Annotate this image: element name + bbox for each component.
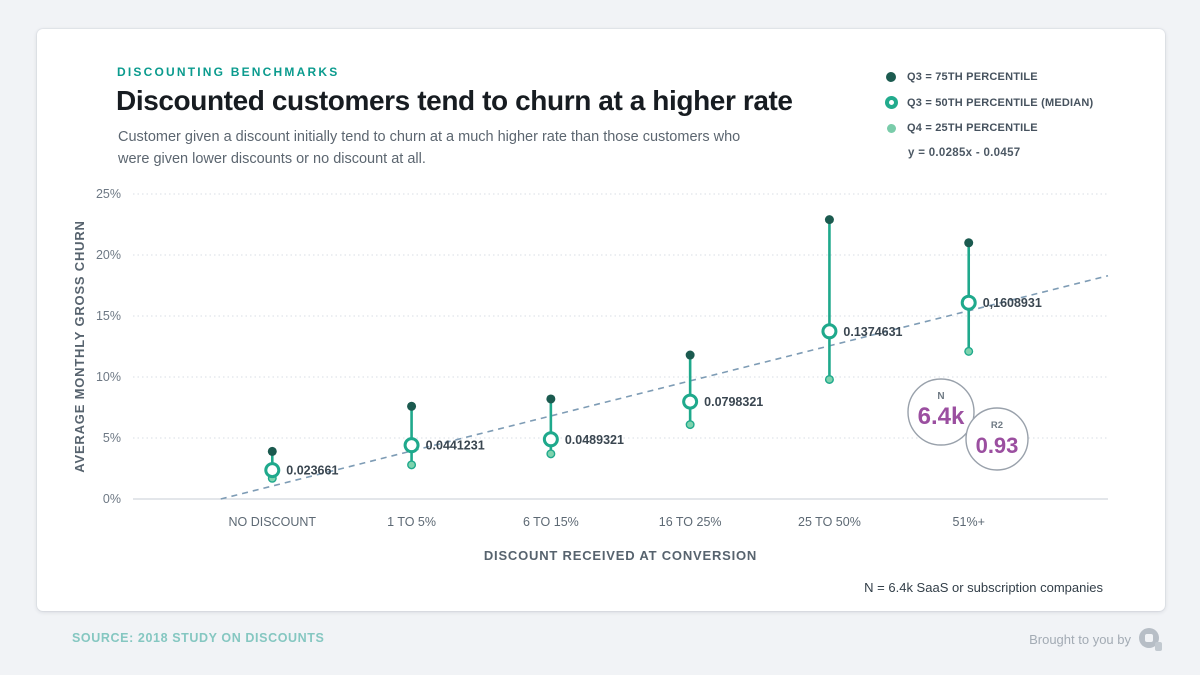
median-ring xyxy=(682,393,699,410)
page-title: Discounted customers tend to churn at a … xyxy=(116,85,793,116)
x-category-label: 1 TO 5% xyxy=(387,515,436,529)
brought-by-label: Brought to you by xyxy=(1029,632,1131,647)
profitwell-logo-icon xyxy=(1139,628,1162,651)
median-value-label: 0.1374631 xyxy=(843,325,902,339)
y-tick-label: 20% xyxy=(96,248,121,262)
n-stat-circle xyxy=(907,378,975,446)
y-tick-label: 0% xyxy=(103,492,121,506)
legend: Q3 = 75TH PERCENTILE Q3 = 50TH PERCENTIL… xyxy=(884,71,1154,159)
q3-75th-dot xyxy=(546,394,556,404)
median-value-label: 0.0798321 xyxy=(704,395,763,409)
q3-75th-dot-icon xyxy=(884,72,898,82)
n-stat-label: N xyxy=(937,391,944,402)
median-ring-icon xyxy=(884,96,898,109)
chart-card: DISCOUNTING BENCHMARKS Discounted custom… xyxy=(37,29,1165,611)
median-value-label: 0.023661 xyxy=(286,464,338,478)
y-tick-label: 15% xyxy=(96,309,121,323)
attribution: Brought to you by xyxy=(1029,628,1162,651)
q3-75th-dot xyxy=(824,215,834,225)
source-note: SOURCE: 2018 STUDY ON DISCOUNTS xyxy=(72,631,325,645)
legend-item-median: Q3 = 50TH PERCENTILE (MEDIAN) xyxy=(884,96,1154,109)
median-ring xyxy=(821,323,838,340)
q4-25th-dot xyxy=(685,420,695,430)
x-axis-title: DISCOUNT RECEIVED AT CONVERSION xyxy=(484,548,757,563)
churn-chart: 0% 5% 10% 15% 20% 25% DISCOUNT RECEIVED AT CON… xyxy=(72,187,1109,563)
r2-stat-circle xyxy=(965,407,1029,471)
y-tick-label: 10% xyxy=(96,370,121,384)
r2-stat-label: R2 xyxy=(991,420,1003,431)
chart-subtitle: Customer given a discount initially tend… xyxy=(118,129,741,168)
median-value-label: 0.0489321 xyxy=(565,433,624,447)
q4-25th-dot-icon xyxy=(884,123,898,133)
legend-item-label: Q4 = 25TH PERCENTILE xyxy=(907,122,1038,134)
x-category-label: 6 TO 15% xyxy=(523,515,579,529)
median-ring xyxy=(542,431,559,448)
y-tick-label: 25% xyxy=(96,187,121,201)
legend-item-q4-25th: Q4 = 25TH PERCENTILE xyxy=(884,122,1154,134)
q3-75th-dot xyxy=(964,238,974,248)
median-ring xyxy=(403,437,420,454)
q4-25th-dot xyxy=(546,449,556,459)
q4-25th-dot xyxy=(964,346,974,356)
x-category-label: 51%+ xyxy=(953,515,985,529)
q4-25th-dot xyxy=(824,374,834,384)
q3-75th-dot xyxy=(267,446,277,456)
r2-stat-value: 0.93 xyxy=(976,433,1019,458)
sample-size-note: N = 6.4k SaaS or subscription companies xyxy=(864,580,1103,595)
x-category-label: 16 TO 25% xyxy=(659,515,722,529)
legend-item-label: Q3 = 50TH PERCENTILE (MEDIAN) xyxy=(907,96,1094,109)
q3-75th-dot xyxy=(407,401,417,411)
y-tick-label: 5% xyxy=(103,431,121,445)
legend-item-label: Q3 = 75TH PERCENTILE xyxy=(907,71,1038,83)
median-ring xyxy=(960,294,977,311)
median-value-label: 0,1608931 xyxy=(983,296,1042,310)
x-category-label: 25 TO 50% xyxy=(798,515,861,529)
legend-item-q3-75th: Q3 = 75TH PERCENTILE xyxy=(884,71,1154,83)
q4-25th-dot xyxy=(407,460,417,470)
median-value-label: 0.0441231 xyxy=(426,439,485,453)
regression-equation: y = 0.0285x - 0.0457 xyxy=(908,147,1021,159)
trend-line xyxy=(220,274,1109,500)
eyebrow-label: DISCOUNTING BENCHMARKS xyxy=(117,65,340,79)
y-axis-title: AVERAGE MONTHLY GROSS CHURN xyxy=(72,220,87,473)
chart-area: 0% 5% 10% 15% 20% 25% DISCOUNT RECEIVED AT CON… xyxy=(70,180,1160,572)
n-stat-value: 6.4k xyxy=(918,403,965,430)
q3-75th-dot xyxy=(685,350,695,360)
x-category-label: NO DISCOUNT xyxy=(229,515,317,529)
median-ring xyxy=(264,462,281,479)
